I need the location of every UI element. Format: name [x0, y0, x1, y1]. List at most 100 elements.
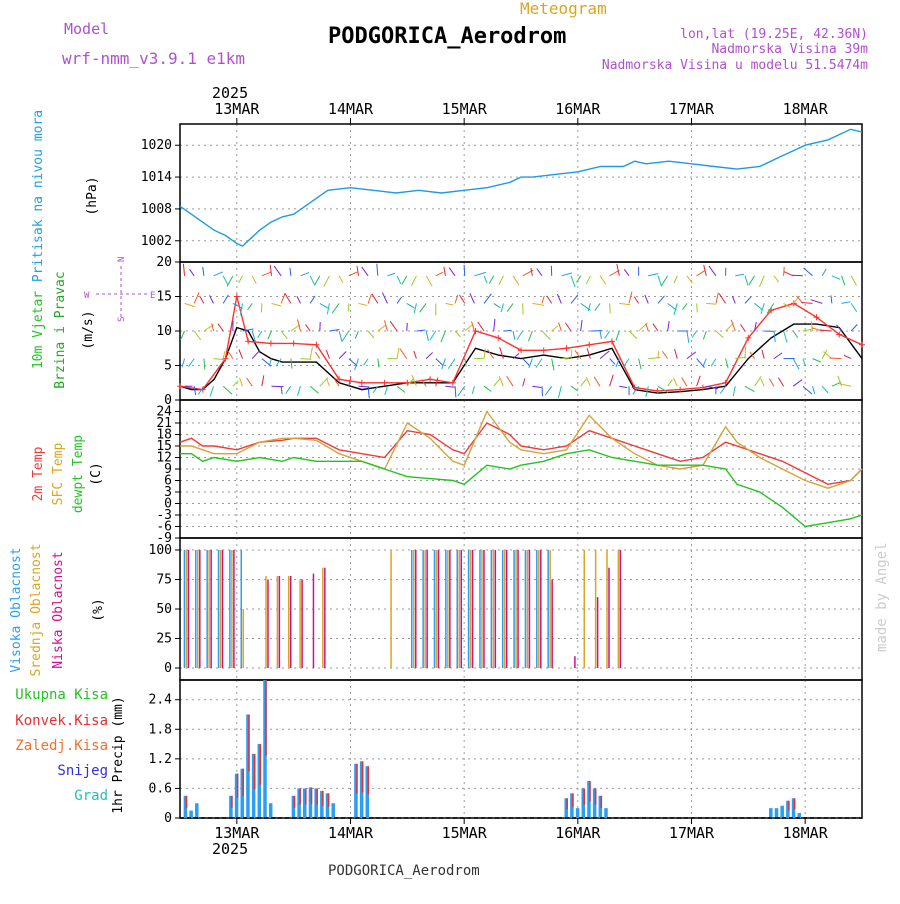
wind-arrow [668, 380, 673, 386]
wind-arrow [732, 296, 735, 303]
wind-arrow [281, 331, 287, 339]
y-tick-label: 1020 [141, 138, 172, 153]
precip-bar [769, 808, 773, 818]
x-tick-label-bottom: 13MAR [214, 824, 260, 842]
wind-arrow [204, 359, 205, 370]
wind-arrow [272, 303, 282, 306]
wind-arrow [310, 296, 315, 304]
cloud-low-bar [517, 550, 519, 668]
wind-arrow [203, 267, 204, 276]
cloud-mid-bar [220, 550, 222, 668]
wind-arrow [258, 331, 262, 338]
wind-arrow [478, 322, 484, 331]
y-tick-label: 10 [156, 324, 172, 339]
wind-arrow [472, 386, 474, 394]
wind-arrow [407, 323, 408, 331]
precip-ylabel: 1hr Precip (mm) [111, 696, 126, 813]
precip-bar [269, 803, 273, 818]
wind-arrow [281, 293, 285, 303]
wind-arrow [455, 386, 456, 397]
wind-arrow [507, 303, 513, 311]
cloud-low-bar [620, 550, 622, 668]
wind-arrow [616, 331, 619, 340]
wind-arrow [571, 295, 578, 304]
y-tick-label: 75 [156, 573, 172, 588]
wind-arrow [464, 265, 465, 276]
precip-bar [604, 808, 608, 818]
cloud-high-bar [422, 550, 424, 668]
wind-arrow [581, 379, 587, 386]
wind-arrow [339, 352, 346, 359]
precip-conv-bar [237, 774, 239, 798]
precip-conv-bar [322, 791, 324, 806]
wind-arrow [639, 359, 641, 370]
wind-arrow [674, 276, 677, 283]
cloud-mid-bar [208, 550, 210, 668]
y-tick-label: 0 [164, 661, 172, 676]
wind-arrow [595, 303, 600, 310]
y-tick-label: 2.4 [149, 693, 173, 708]
x-tick-label-bottom: 15MAR [442, 824, 488, 842]
wind-arrow [587, 348, 590, 359]
wind-arrow [755, 376, 762, 386]
wind-arrow [339, 331, 342, 342]
wind-arrow [499, 276, 503, 285]
cloud-low-bar [222, 550, 224, 668]
wind-arrow [851, 324, 857, 331]
cloud-high-bar [184, 550, 186, 668]
gust-marker [563, 345, 569, 351]
pressure-unit: (hPa) [85, 176, 100, 215]
cloud-mid-bar [538, 550, 540, 668]
gust-marker [859, 342, 865, 348]
cloud-high-bar [434, 550, 436, 668]
wind-arrow [523, 378, 525, 386]
wind-arrow [368, 331, 374, 338]
cloud-low-bar [449, 550, 451, 668]
wind-arrow [811, 300, 822, 304]
gust-marker [268, 340, 274, 346]
wind-arrow [822, 269, 826, 276]
wind-arrow [183, 264, 184, 276]
wind-arrow [561, 273, 572, 276]
wind-arrow [745, 297, 751, 304]
wind-arrow [709, 266, 716, 276]
wind-arrow [648, 274, 658, 276]
y-tick-label: 1014 [141, 170, 172, 185]
wind-arrow [558, 386, 561, 398]
wind-arrow [372, 294, 378, 303]
cloud-low-bar [551, 580, 553, 669]
wind-arrow [844, 355, 851, 358]
wind-arrow [247, 303, 252, 309]
wind-arrow [358, 303, 367, 305]
model-name: wrf-nmm_v3.9.1 e1km [62, 49, 245, 68]
cloud-low-bar [574, 656, 576, 668]
cloud-mid-bar [504, 550, 506, 668]
wind-arrow [426, 352, 433, 358]
cloud-high-bar [513, 550, 515, 668]
wind-arrow [182, 359, 184, 368]
precip-conv-bar [243, 769, 245, 796]
cloud-high-bar [536, 550, 538, 668]
wind-arrow [268, 331, 272, 339]
wind-arrow [557, 294, 561, 303]
wind-arrow [420, 303, 426, 312]
wind-arrow [339, 276, 343, 283]
wind-arrow [210, 386, 214, 396]
wind-arrow [382, 293, 387, 304]
precip-conv-bar [186, 796, 188, 808]
wind-arrow [503, 330, 511, 331]
wind-arrow [364, 359, 369, 366]
wind-arrow [784, 272, 793, 276]
wind-arrow [532, 303, 544, 305]
wind-arrow [489, 276, 494, 284]
wind-arrow [793, 359, 799, 370]
precip-conv-bar [316, 788, 318, 804]
wind-arrow [190, 269, 195, 275]
cloud-low-bar [279, 576, 281, 668]
wind-arrow [465, 325, 472, 331]
cloud-ylabel-low: Niska Oblacnost [51, 551, 66, 668]
wind-arrow [571, 386, 578, 390]
precip-conv-bar [572, 793, 574, 807]
cloud-low-bar [233, 550, 235, 668]
